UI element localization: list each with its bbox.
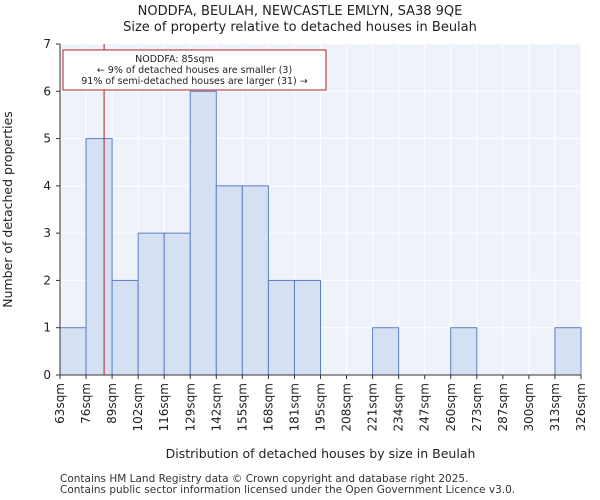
y-tick-label: 3 bbox=[43, 226, 51, 240]
footer-line-1: Contains HM Land Registry data © Crown c… bbox=[60, 473, 469, 485]
x-tick-label: 313sqm bbox=[548, 383, 562, 431]
x-tick-label: 181sqm bbox=[287, 383, 301, 431]
y-tick-label: 1 bbox=[43, 321, 51, 335]
x-tick-label: 208sqm bbox=[340, 383, 354, 431]
x-tick-label: 76sqm bbox=[79, 383, 93, 424]
histogram-bar bbox=[85, 138, 113, 376]
x-tick-label: 63sqm bbox=[53, 383, 67, 424]
y-tick-label: 0 bbox=[43, 368, 51, 382]
x-tick-label: 142sqm bbox=[209, 383, 223, 431]
histogram-bar bbox=[554, 327, 582, 376]
x-tick-label: 260sqm bbox=[444, 383, 458, 431]
histogram-bar bbox=[450, 327, 478, 376]
footer-line-2: Contains public sector information licen… bbox=[60, 484, 516, 496]
x-tick-label: 102sqm bbox=[131, 383, 145, 431]
annotation-box bbox=[62, 49, 327, 91]
y-axis-label: Number of detached properties bbox=[0, 111, 15, 308]
x-axis-label: Distribution of detached houses by size … bbox=[166, 446, 476, 461]
x-tick-label: 326sqm bbox=[574, 383, 588, 431]
y-tick-label: 4 bbox=[43, 179, 51, 193]
y-tick-label: 6 bbox=[43, 84, 51, 98]
x-tick-label: 155sqm bbox=[235, 383, 249, 431]
histogram-bar bbox=[163, 232, 191, 376]
y-tick-label: 7 bbox=[43, 37, 51, 51]
annotation-line: 91% of semi-detached houses are larger (… bbox=[81, 76, 308, 87]
x-tick-label: 234sqm bbox=[392, 383, 406, 431]
histogram-bar bbox=[189, 90, 217, 376]
histogram-bar bbox=[215, 185, 243, 376]
histogram-bar bbox=[111, 279, 139, 376]
x-tick-label: 168sqm bbox=[261, 383, 275, 431]
x-tick-label: 247sqm bbox=[418, 383, 432, 431]
x-tick-label: 116sqm bbox=[157, 383, 171, 431]
x-tick-label: 129sqm bbox=[183, 383, 197, 431]
histogram-bar bbox=[267, 279, 295, 376]
histogram-bar bbox=[241, 185, 269, 376]
chart-subtitle: Size of property relative to detached ho… bbox=[123, 20, 477, 35]
x-tick-label: 300sqm bbox=[522, 383, 536, 431]
histogram-bar bbox=[59, 327, 87, 376]
x-tick-label: 89sqm bbox=[105, 383, 119, 424]
y-tick-label: 5 bbox=[43, 132, 51, 146]
histogram-bar bbox=[372, 327, 400, 376]
x-tick-label: 221sqm bbox=[366, 383, 380, 431]
x-tick-label: 195sqm bbox=[314, 383, 328, 431]
histogram-bar bbox=[137, 232, 165, 376]
y-tick-label: 2 bbox=[43, 273, 51, 287]
annotation-line: ← 9% of detached houses are smaller (3) bbox=[97, 65, 292, 76]
histogram-bar bbox=[293, 279, 322, 376]
x-tick-label: 287sqm bbox=[496, 383, 510, 431]
annotation-line: NODDFA: 85sqm bbox=[135, 54, 214, 65]
chart-title: NODDFA, BEULAH, NEWCASTLE EMLYN, SA38 9Q… bbox=[137, 4, 463, 19]
x-tick-label: 273sqm bbox=[470, 383, 484, 431]
